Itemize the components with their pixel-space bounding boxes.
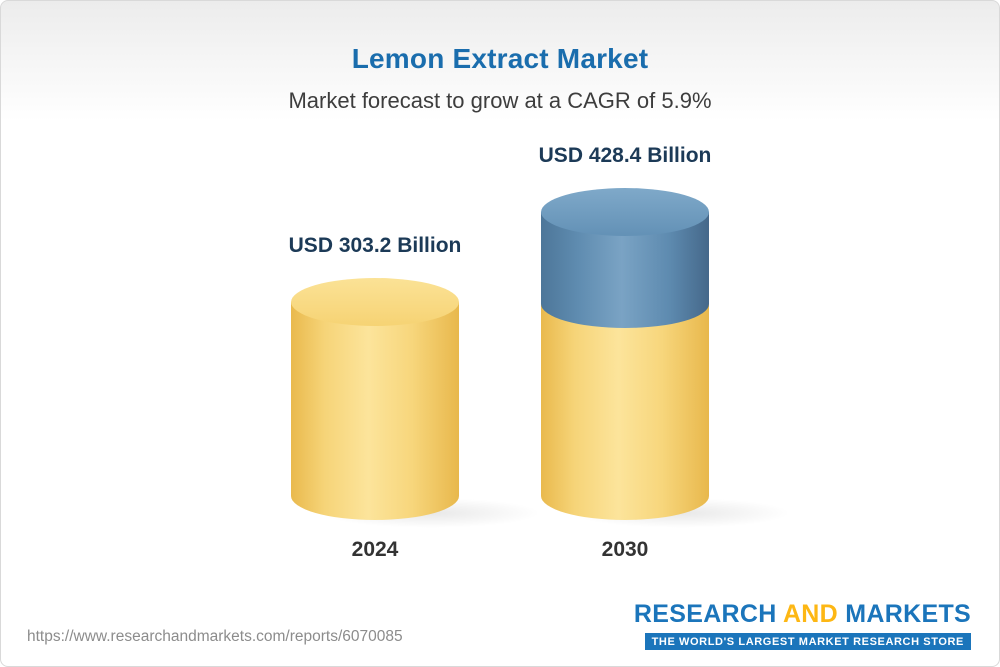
value-label-2030: USD 428.4 Billion (538, 144, 712, 167)
year-label-2030: 2030 (601, 538, 649, 561)
logo-tagline: THE WORLD'S LARGEST MARKET RESEARCH STOR… (644, 633, 971, 650)
bar-cylinder-2030 (541, 188, 791, 528)
cylinder-cap-2024 (291, 278, 459, 326)
research-and-markets-logo: RESEARCH AND MARKETS THE WORLD'S LARGEST… (634, 600, 971, 650)
logo-word-and: AND (782, 600, 839, 628)
bar-group-2030: USD 428.4 Billion 2030 (495, 144, 791, 562)
value-label-2024: USD 303.2 Billion (288, 234, 462, 257)
report-url-link[interactable]: https://www.researchandmarkets.com/repor… (27, 628, 403, 645)
cylinder-body-2024 (291, 302, 459, 520)
logo-wordmark: RESEARCH AND MARKETS (634, 600, 971, 629)
logo-word-research: RESEARCH (633, 600, 777, 628)
chart-title: Lemon Extract Market (351, 43, 649, 74)
year-label-2024: 2024 (351, 538, 399, 561)
logo-word-markets: MARKETS (845, 600, 971, 628)
bar-cylinder-2024 (291, 278, 541, 528)
bar-group-2024: USD 303.2 Billion 2024 (245, 234, 541, 562)
chart-subtitle: Market forecast to grow at a CAGR of 5.9… (288, 88, 712, 113)
cylinder-body-2030-base (541, 302, 709, 520)
cylinder-cap-2030 (541, 188, 709, 236)
